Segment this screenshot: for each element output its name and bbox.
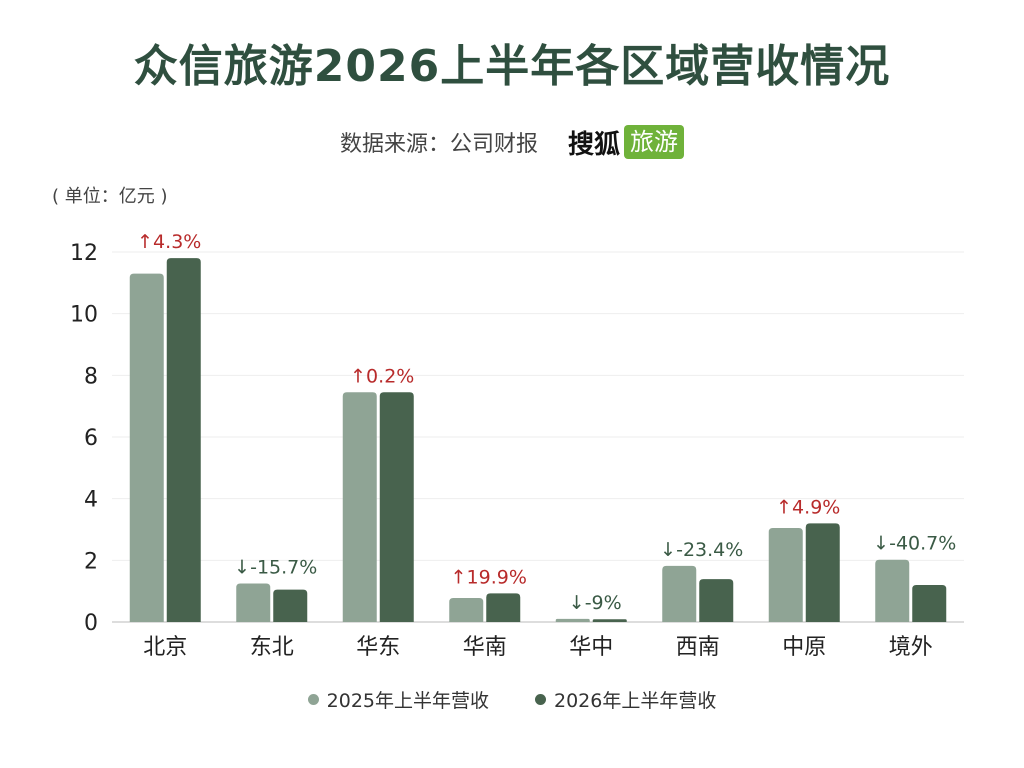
bar-2025 [449, 597, 484, 622]
legend-item-2026: 2026年上半年营收 [535, 686, 716, 713]
source-row: 数据来源：公司财报 搜狐 旅游 [0, 122, 1024, 162]
bar-2026 [166, 258, 201, 622]
change-label: ↓-23.4% [660, 539, 743, 561]
legend-label-2025: 2025年上半年营收 [326, 690, 489, 712]
bar-2025 [555, 618, 590, 622]
bar-2025 [236, 583, 271, 622]
bar-2025 [129, 273, 164, 622]
bar-2025 [342, 392, 377, 622]
x-category-label: 北京 [143, 635, 187, 660]
x-category-label: 中原 [782, 635, 826, 660]
x-category-label: 华东 [356, 635, 400, 660]
legend-marker-2025 [307, 694, 319, 705]
y-tick-label: 12 [70, 241, 98, 266]
logo-sohu-text: 搜狐 [568, 129, 621, 160]
y-tick-label: 6 [84, 426, 98, 451]
x-category-label: 华中 [569, 635, 613, 660]
bar-2026 [912, 585, 947, 622]
legend-item-2025: 2025年上半年营收 [307, 686, 489, 713]
legend-label-2026: 2026年上半年营收 [554, 690, 717, 712]
bar-2026 [379, 392, 414, 622]
logo-travel-badge: 旅游 [624, 125, 685, 159]
legend-marker-2026 [535, 694, 546, 705]
bar-2026 [486, 593, 521, 622]
change-label: ↓-15.7% [234, 556, 317, 578]
bar-2026 [699, 579, 734, 622]
bar-2026 [273, 589, 308, 622]
bar-2026 [592, 619, 627, 622]
bar-2026 [805, 523, 840, 622]
bar-2025 [768, 527, 803, 622]
chart-title: 众信旅游2026上半年各区域营收情况 [133, 41, 891, 92]
change-label: ↓-40.7% [873, 533, 956, 555]
data-source: 数据来源：公司财报 [339, 132, 538, 157]
bar-2025 [875, 559, 910, 622]
x-category-label: 境外 [889, 635, 933, 660]
x-category-label: 华南 [463, 635, 507, 660]
change-label: ↑0.2% [350, 365, 414, 387]
bar-2025 [662, 565, 697, 622]
sohu-travel-logo: 搜狐 旅游 [568, 124, 685, 161]
y-tick-label: 8 [84, 364, 98, 389]
y-tick-label: 2 [84, 549, 98, 574]
change-label: ↑19.9% [451, 566, 527, 588]
x-category-label: 西南 [676, 635, 720, 660]
y-tick-label: 10 [70, 303, 98, 328]
unit-label: ( 单位：亿元 ) [52, 186, 168, 207]
y-tick-label: 0 [84, 611, 98, 636]
change-label: ↓-9% [569, 592, 622, 614]
change-label: ↑4.9% [776, 496, 840, 518]
change-label: ↑4.3% [137, 231, 201, 253]
chart-legend: 2025年上半年营收 2026年上半年营收 [0, 686, 1024, 713]
y-tick-label: 4 [84, 488, 98, 513]
x-category-label: 东北 [250, 635, 294, 660]
